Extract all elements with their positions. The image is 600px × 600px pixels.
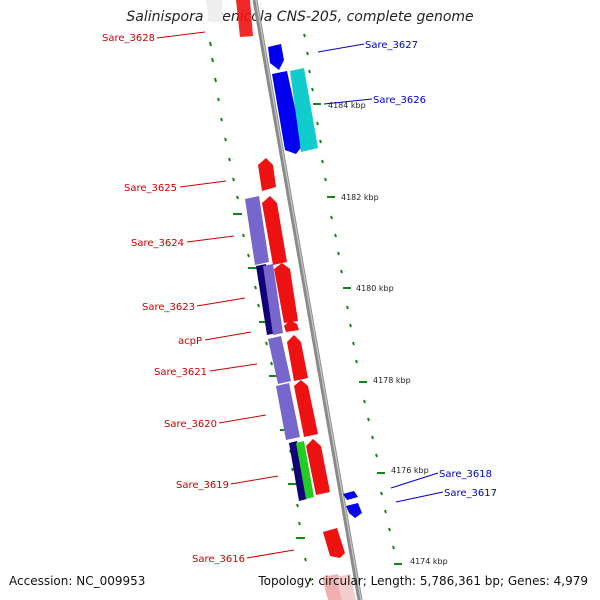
cds-block-sare-3623-lavender[interactable] <box>263 264 283 335</box>
gene-arrow-sare-3623[interactable] <box>274 263 298 323</box>
gene-arrow-sare-3616[interactable] <box>323 528 345 558</box>
gene-arrow-sare-3619[interactable] <box>306 439 330 495</box>
gene-arrow-sare-3617[interactable] <box>346 503 362 518</box>
scale-label: 4182 kbp <box>341 193 379 202</box>
gene-arrow-acpp[interactable] <box>284 320 299 332</box>
gene-arrow-faded-top-2[interactable] <box>206 0 223 22</box>
scale-label: 4176 kbp <box>391 466 429 475</box>
gene-label[interactable]: Sare_3625 <box>124 183 177 194</box>
topology-text: Topology: circular; Length: 5,786,361 bp… <box>258 574 588 588</box>
gene-label[interactable]: Sare_3619 <box>176 480 229 491</box>
gene-label[interactable]: Sare_3624 <box>131 238 184 249</box>
gene-label[interactable]: Sare_3621 <box>154 367 207 378</box>
gene-label[interactable]: Sare_3623 <box>142 302 195 313</box>
gene-arrow-faded-bottom-2[interactable] <box>336 574 356 600</box>
gene-arrow-sare-3626-cyan[interactable] <box>290 68 318 152</box>
accession-text: Accession: NC_009953 <box>9 574 146 588</box>
gene-arrow-sare-3626-blue[interactable] <box>272 71 303 154</box>
gene-arrow-sare-3621[interactable] <box>287 335 308 381</box>
genome-backbone <box>252 0 363 600</box>
gene-arrow-sare-3618[interactable] <box>343 491 358 500</box>
gene-label[interactable]: Sare_3626 <box>373 95 426 106</box>
outer-scale-ring <box>303 33 402 565</box>
cds-block-sare-3624[interactable] <box>245 196 269 265</box>
gene-arrow-sare-3620[interactable] <box>294 380 318 437</box>
gene-label[interactable]: Sare_3628 <box>102 33 155 44</box>
label-leader-lines <box>156 31 444 559</box>
gene-label[interactable]: Sare_3627 <box>365 40 418 51</box>
cds-block-sare-3620[interactable] <box>276 383 300 440</box>
gene-label[interactable]: Sare_3617 <box>444 488 497 499</box>
scale-label: 4178 kbp <box>373 376 411 385</box>
gene-label[interactable]: Sare_3620 <box>164 419 217 430</box>
scale-label: 4184 kbp <box>328 101 366 110</box>
gene-arrow-sare-3625[interactable] <box>258 158 276 191</box>
gene-arrow-sare-3627[interactable] <box>268 44 284 70</box>
gene-label[interactable]: Sare_3616 <box>192 554 245 565</box>
gene-label[interactable]: acpP <box>178 336 202 347</box>
cds-block-sare-3621[interactable] <box>268 336 291 384</box>
gene-labels: Sare_3628 Sare_3627 Sare_3626 Sare_3625 … <box>102 33 497 565</box>
scale-label: 4180 kbp <box>356 284 394 293</box>
scale-labels: 4184 kbp 4182 kbp 4180 kbp 4178 kbp 4176… <box>328 101 448 566</box>
gene-arrow-sare-3624[interactable] <box>262 196 287 265</box>
scale-label: 4174 kbp <box>410 557 448 566</box>
gene-arrow-faded-top[interactable] <box>236 0 253 37</box>
gene-label[interactable]: Sare_3618 <box>439 469 492 480</box>
cds-block-sare-3619-navy[interactable] <box>289 441 307 501</box>
cds-block-sare-3619-green[interactable] <box>296 441 314 499</box>
